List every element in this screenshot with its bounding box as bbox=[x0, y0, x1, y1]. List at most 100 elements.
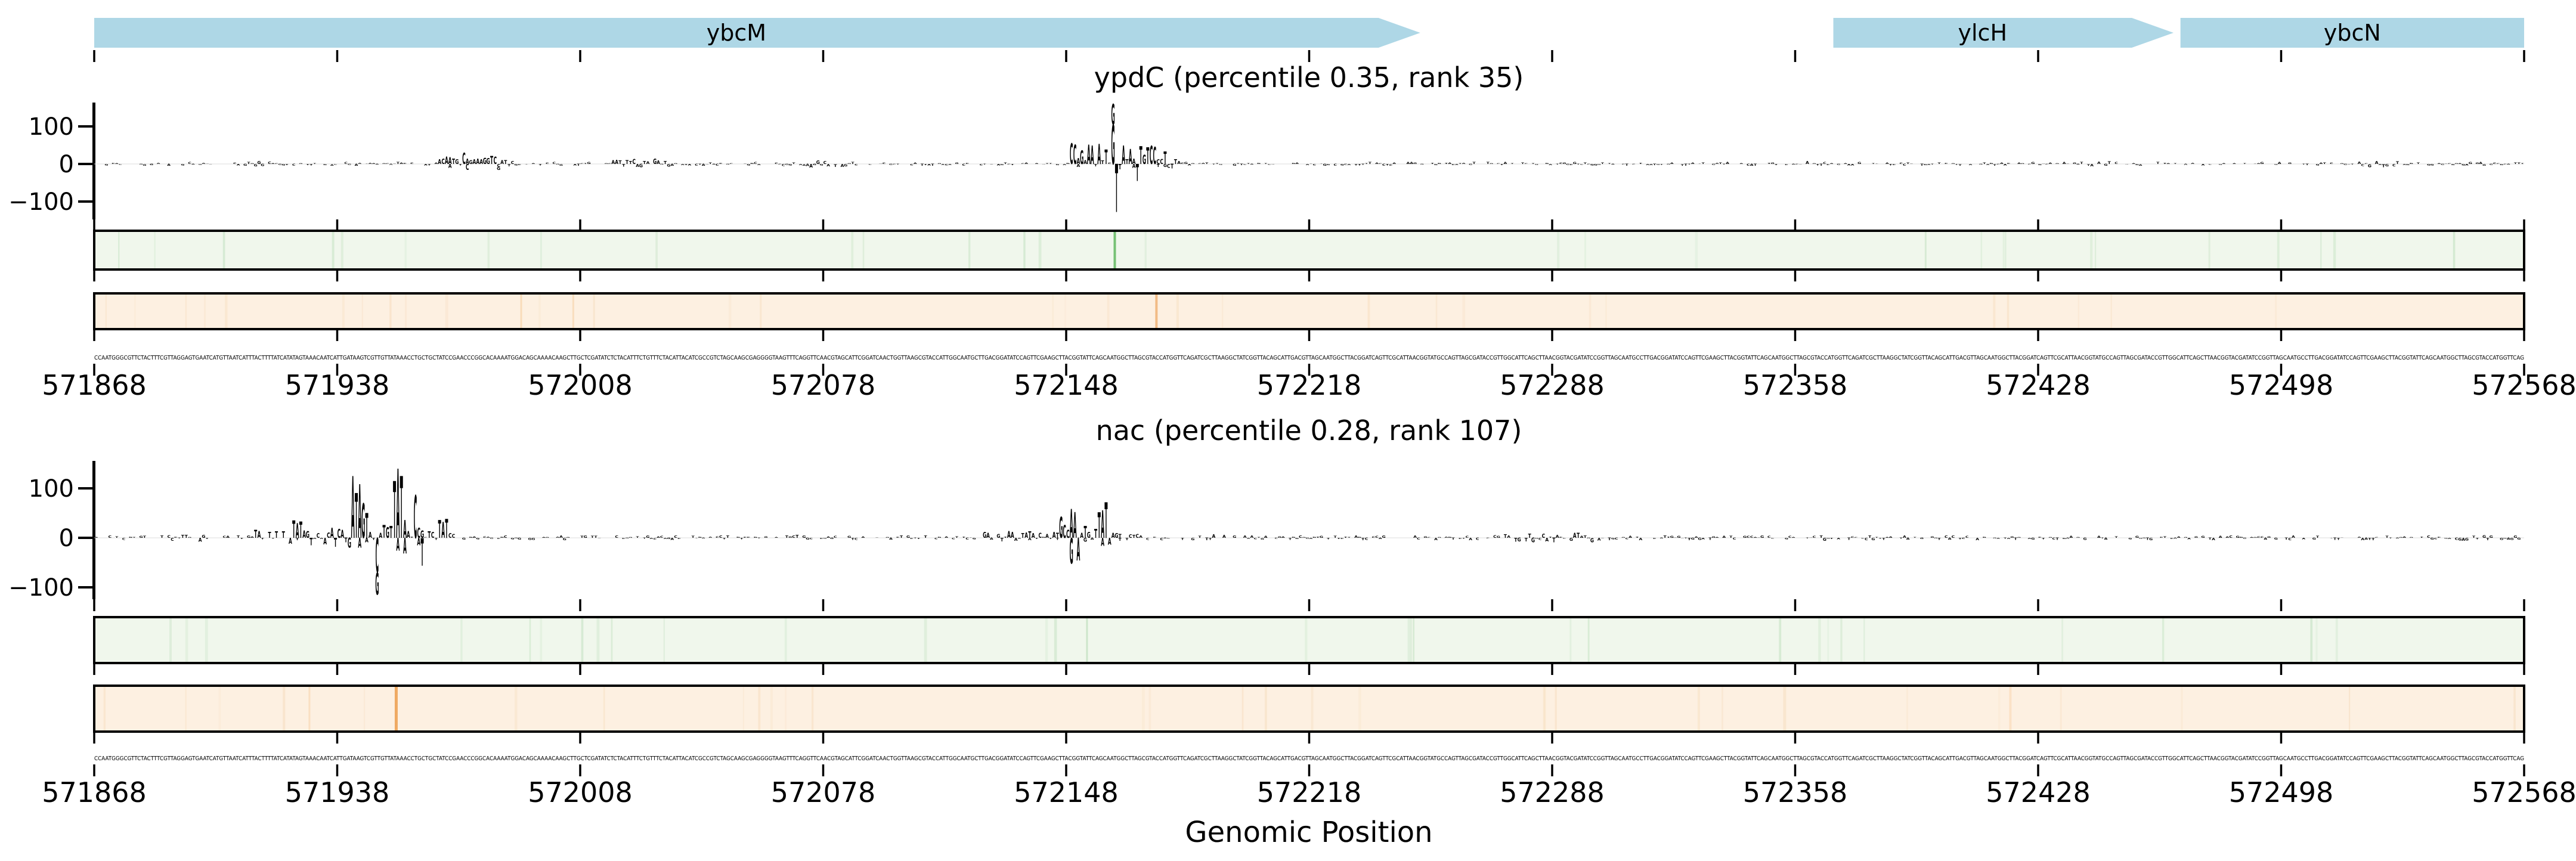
base-letter-A: A bbox=[396, 450, 400, 560]
base-letter-C: C bbox=[1962, 538, 1965, 540]
base-letter-T: T bbox=[1028, 529, 1031, 540]
green-strip-faint-line bbox=[1038, 232, 1042, 268]
orange-strip-faint-line bbox=[105, 295, 107, 328]
base-letter-A: A bbox=[2319, 162, 2323, 165]
axis-tick bbox=[1794, 663, 1797, 675]
base-letter-A: A bbox=[1202, 163, 1206, 165]
orange-strip-faint-line bbox=[758, 687, 761, 730]
base-letter-G: G bbox=[2490, 164, 2494, 165]
base-letter-A: A bbox=[472, 537, 476, 538]
axis-tick bbox=[1551, 599, 1553, 611]
base-letter-G: G bbox=[243, 164, 247, 167]
orange-strip-faint-line bbox=[760, 295, 762, 328]
base-letter-A: A bbox=[809, 163, 813, 169]
base-letter-C: C bbox=[317, 533, 320, 540]
base-letter-C: C bbox=[2375, 537, 2379, 538]
base-letter-G: G bbox=[375, 566, 379, 602]
base-letter-A: A bbox=[702, 538, 706, 539]
base-letter-T: T bbox=[921, 164, 924, 167]
green-strip-faint-line bbox=[1557, 232, 1560, 268]
base-letter-G: G bbox=[281, 164, 285, 166]
base-letter-G: G bbox=[1621, 537, 1626, 538]
orange-strip-faint-line bbox=[1589, 295, 1592, 328]
y-tick-label: 100 bbox=[29, 113, 74, 141]
base-letter-A: A bbox=[258, 529, 261, 540]
base-letter-A: A bbox=[1188, 164, 1191, 166]
base-letter-C: C bbox=[483, 536, 486, 538]
axis-tick bbox=[1794, 270, 1797, 281]
base-letter-G: G bbox=[1306, 538, 1310, 540]
base-letter-A: A bbox=[1434, 537, 1438, 541]
base-letter-C: C bbox=[1625, 538, 1628, 540]
y-axis-tick bbox=[78, 586, 94, 589]
base-letter-G: G bbox=[1087, 531, 1091, 540]
base-letter-G: G bbox=[2139, 538, 2143, 539]
base-letter-G: G bbox=[1535, 538, 1539, 539]
base-letter-A: A bbox=[2465, 164, 2469, 166]
base-letter-C: C bbox=[580, 163, 584, 164]
base-letter-C: C bbox=[1063, 522, 1066, 543]
base-letter-G: G bbox=[514, 164, 518, 166]
base-letter-G: G bbox=[2243, 538, 2247, 539]
base-letter-T: T bbox=[160, 535, 164, 539]
base-letter-C: C bbox=[1538, 538, 1542, 541]
base-letter-C: C bbox=[2007, 163, 2011, 164]
base-letter-G: G bbox=[1420, 164, 1425, 165]
base-letter-G: G bbox=[788, 164, 792, 166]
base-letter-A: A bbox=[744, 163, 748, 164]
base-letter-A: A bbox=[1754, 537, 1758, 538]
orange-strip-faint-line bbox=[2181, 687, 2183, 730]
base-letter-T: T bbox=[292, 515, 295, 543]
base-letter-A: A bbox=[167, 164, 171, 167]
base-letter-C: C bbox=[410, 163, 413, 165]
base-letter-T: T bbox=[1528, 533, 1532, 540]
base-letter-C: C bbox=[1333, 164, 1337, 167]
orange-strip-signal-line bbox=[394, 687, 398, 730]
base-letter-A: A bbox=[115, 163, 119, 165]
base-letter-A: A bbox=[1556, 534, 1559, 539]
base-letter-A: A bbox=[1410, 162, 1413, 165]
axis-tick bbox=[2523, 50, 2525, 62]
base-letter-G: G bbox=[518, 538, 521, 541]
axis-tick bbox=[1308, 732, 1311, 744]
base-letter-A: A bbox=[2132, 163, 2136, 165]
base-letter-C: C bbox=[2448, 163, 2451, 164]
base-letter-C: C bbox=[893, 164, 896, 165]
base-letter-G: G bbox=[660, 164, 664, 165]
base-letter-C: C bbox=[1903, 164, 1906, 167]
base-letter-A: A bbox=[2004, 164, 2007, 166]
base-letter-A: A bbox=[1659, 538, 1664, 539]
base-letter-C: C bbox=[2261, 537, 2264, 538]
base-letter-G: G bbox=[1993, 538, 1997, 539]
base-letter-A: A bbox=[1073, 505, 1077, 546]
axis-tick bbox=[1794, 364, 1797, 376]
base-letter-T: T bbox=[1094, 163, 1098, 167]
base-letter-G: G bbox=[785, 164, 789, 165]
base-letter-C: C bbox=[448, 533, 452, 540]
base-letter-G: G bbox=[653, 158, 657, 166]
base-letter-G: G bbox=[2513, 535, 2517, 538]
base-letter-A: A bbox=[2069, 536, 2073, 539]
base-letter-G: G bbox=[1871, 537, 1875, 541]
base-letter-A: A bbox=[369, 163, 373, 165]
base-letter-G: G bbox=[1691, 538, 1695, 541]
base-letter-T: T bbox=[983, 164, 987, 165]
base-letter-G: G bbox=[2482, 164, 2486, 166]
base-letter-A: A bbox=[358, 163, 362, 165]
gene-label: ylcH bbox=[1958, 20, 2008, 46]
base-letter-G: G bbox=[802, 535, 806, 538]
base-letter-C: C bbox=[2160, 537, 2163, 538]
base-letter-C: C bbox=[1615, 538, 1618, 541]
base-letter-A: A bbox=[1101, 503, 1104, 547]
axis-tick bbox=[822, 329, 825, 341]
base-letter-C: C bbox=[275, 163, 278, 165]
base-letter-T: T bbox=[664, 160, 667, 165]
base-letter-A: A bbox=[646, 161, 651, 165]
base-letter-A: A bbox=[375, 164, 379, 165]
base-letter-G: G bbox=[1080, 148, 1083, 169]
base-letter-T: T bbox=[525, 164, 528, 165]
orange-strip-faint-line bbox=[445, 295, 448, 328]
base-letter-G: G bbox=[2184, 537, 2188, 538]
base-letter-G: G bbox=[2274, 538, 2278, 541]
base-letter-C: C bbox=[747, 537, 751, 538]
